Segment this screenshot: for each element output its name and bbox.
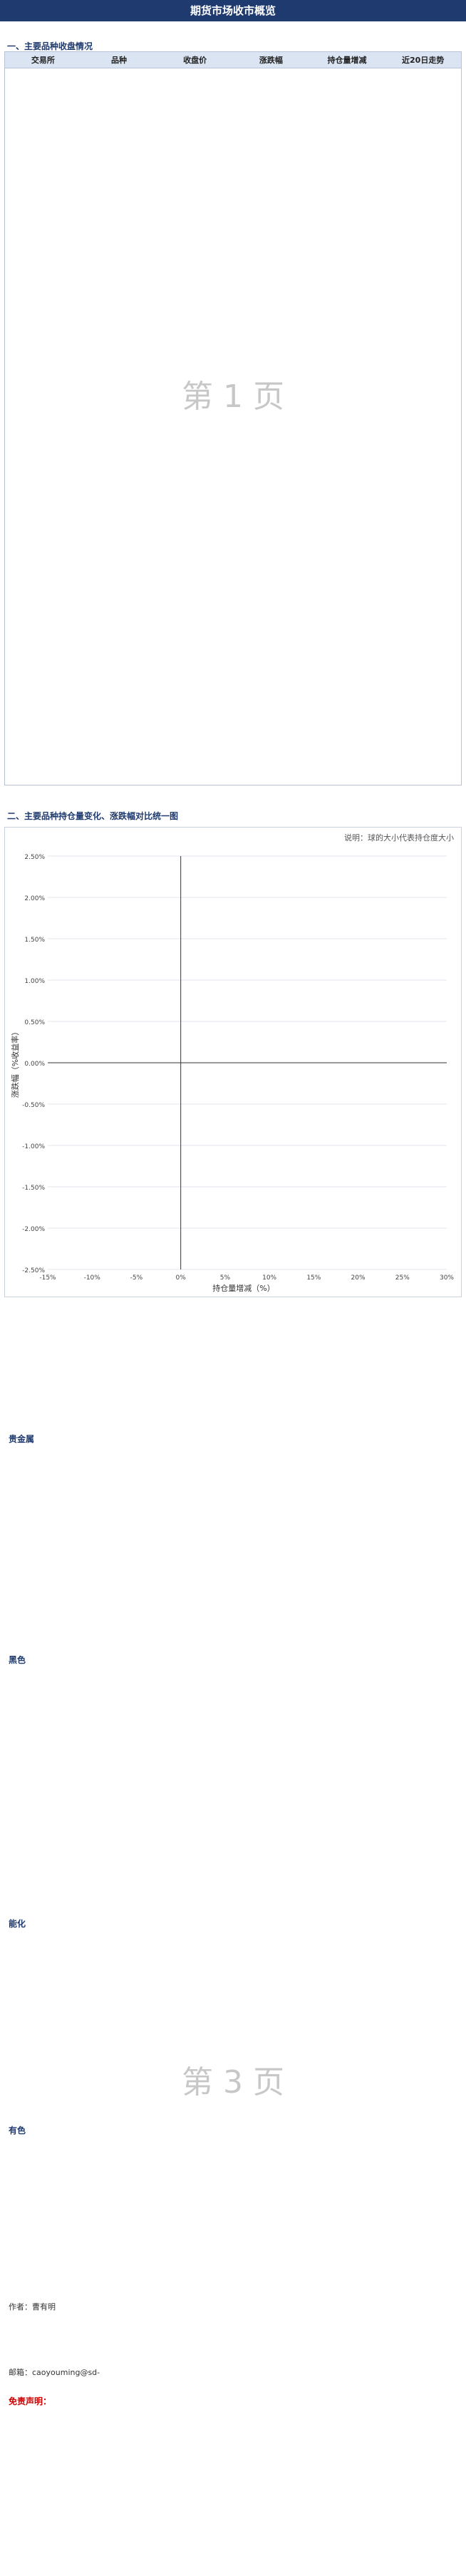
section-2-title: 二、主要品种持仓量变化、涨跌幅对比统一图 — [7, 811, 179, 821]
paragraph-placeholder — [7, 2140, 459, 2157]
col-close: 收盘价 — [183, 56, 207, 65]
y-tick-label: 2.00% — [24, 895, 45, 902]
scatter-chart: 2.50% 2.00% 1.50% 1.00% 0.50% 0.00% -0.50% -1.0… — [4, 827, 462, 1297]
x-tick-label: 30% — [440, 1274, 454, 1282]
y-tick-label: 0.00% — [24, 1061, 45, 1068]
block-title-precious-metals: 贵金属 — [9, 1434, 35, 1444]
chart-legend-note: 说明：球的大小代表持仓度大小 — [344, 833, 454, 843]
x-tick-label: -15% — [39, 1274, 56, 1282]
y-tick-label: 0.50% — [24, 1019, 45, 1026]
x-tick-label: 15% — [306, 1274, 321, 1282]
y-tick-label: 2.50% — [24, 854, 45, 861]
quote-table: 交易所 品种 收盘价 涨跌幅 持仓量增减 近20日走势 — [4, 51, 462, 785]
col-exchange: 交易所 — [31, 56, 55, 65]
x-tick-label: 20% — [351, 1274, 366, 1282]
block-title-nonferrous: 有色 — [9, 2126, 26, 2135]
col-trend: 近20日走势 — [402, 56, 445, 65]
disclaimer-title: 免责声明： — [9, 2396, 52, 2406]
page-watermark: 第 1 页 — [182, 378, 284, 415]
block-title-energy-chem: 能化 — [9, 1919, 26, 1929]
page-title: 期货市场收市概览 — [0, 0, 466, 21]
x-axis-label: 持仓量增减（%） — [212, 1283, 274, 1293]
block-title-ferrous: 黑色 — [9, 1655, 26, 1665]
x-tick-label: -10% — [84, 1274, 101, 1282]
x-tick-label: 10% — [262, 1274, 276, 1282]
y-tick-label: -1.50% — [22, 1185, 45, 1192]
page-watermark: 第 3 页 — [182, 2064, 284, 2101]
y-tick-label: 1.50% — [24, 937, 45, 944]
y-tick-label: -0.50% — [22, 1102, 45, 1109]
col-product: 品种 — [111, 56, 127, 65]
y-tick-label: -2.00% — [22, 1226, 45, 1233]
author-line: 作者：曹有明 — [9, 2302, 56, 2312]
section-1-title: 一、主要品种收盘情况 — [7, 41, 93, 51]
scatter-svg: 2.50% 2.00% 1.50% 1.00% 0.50% 0.00% -0.50% -1.0… — [10, 833, 454, 1293]
col-oi: 持仓量增减 — [327, 56, 367, 65]
y-tick-label: 1.00% — [24, 978, 45, 985]
col-change: 涨跌幅 — [259, 56, 283, 65]
y-axis-label: 涨跌幅（%收益率） — [10, 1028, 20, 1098]
paragraph-placeholder — [7, 1933, 459, 1950]
x-tick-label: 0% — [176, 1274, 187, 1282]
y-tick-label: -1.00% — [22, 1143, 45, 1150]
x-tick-label: 5% — [220, 1274, 231, 1282]
x-tick-label: -5% — [130, 1274, 143, 1282]
paragraph-placeholder — [7, 1448, 459, 1465]
paragraph-placeholder — [7, 1669, 459, 1686]
table-header: 交易所 品种 收盘价 涨跌幅 持仓量增减 近20日走势 — [5, 52, 461, 68]
y-tick-label: -2.50% — [22, 1267, 45, 1274]
email-line: 邮箱：caoyouming@sd- — [9, 2368, 100, 2377]
x-tick-label: 25% — [395, 1274, 410, 1282]
